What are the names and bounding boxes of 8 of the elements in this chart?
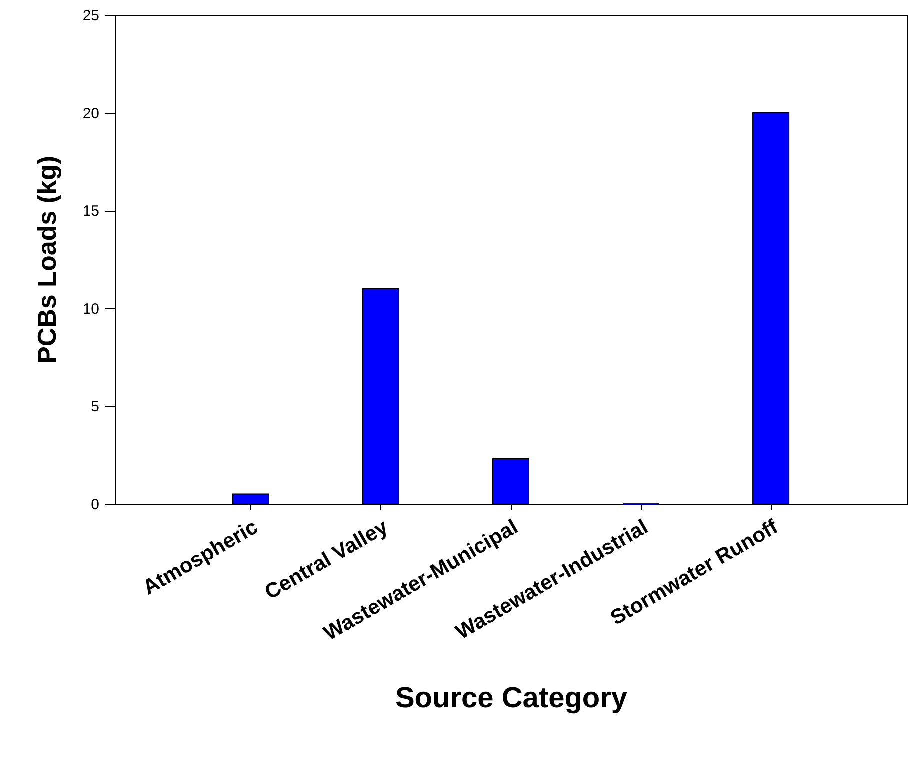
y-tick-label: 0	[91, 496, 100, 514]
y-tick-label: 10	[82, 300, 100, 318]
y-axis-title: PCBs Loads (kg)	[32, 156, 62, 364]
y-tick-label: 15	[82, 203, 100, 220]
y-tick-label: 25	[82, 8, 100, 24]
y-tick-label: 5	[91, 398, 100, 416]
y-tick-label: 20	[82, 105, 100, 122]
x-axis-title: Source Category	[395, 682, 628, 715]
